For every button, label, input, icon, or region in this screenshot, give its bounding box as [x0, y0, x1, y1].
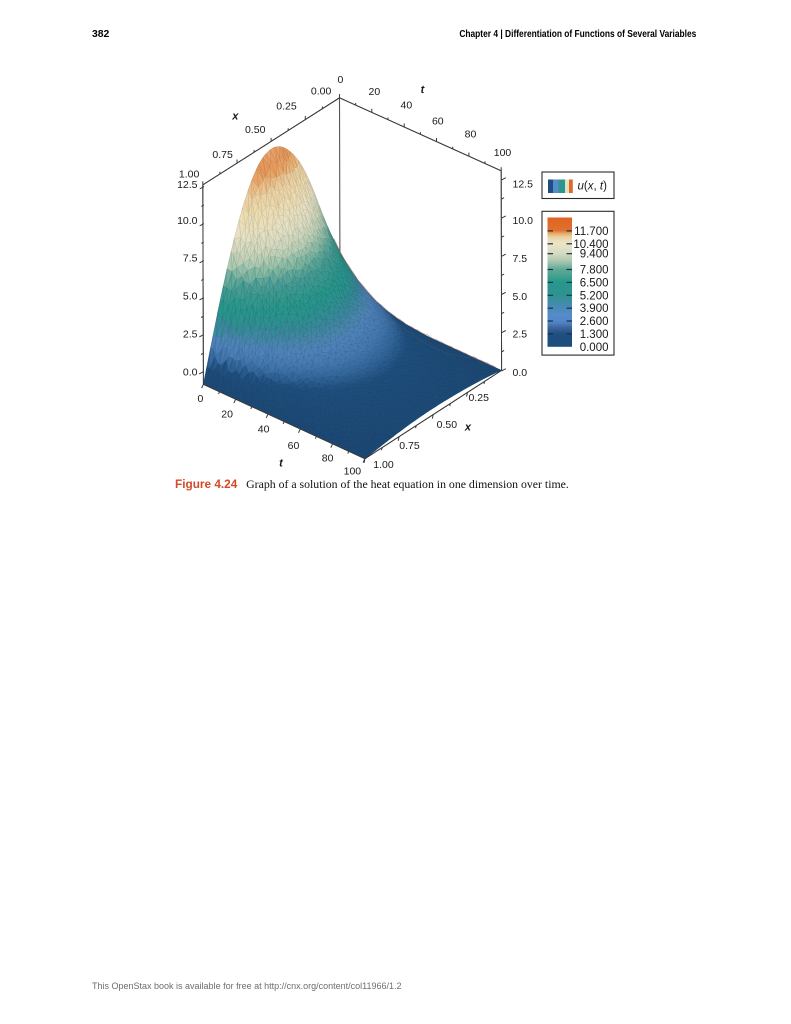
svg-text:10.0: 10.0: [177, 215, 198, 227]
svg-text:12.5: 12.5: [513, 178, 534, 190]
svg-text:0.50: 0.50: [245, 124, 266, 136]
svg-text:0.0: 0.0: [513, 367, 528, 379]
svg-text:12.5: 12.5: [177, 179, 198, 191]
svg-text:11.700: 11.700: [574, 226, 608, 238]
svg-text:0.50: 0.50: [437, 419, 458, 431]
svg-text:t: t: [279, 458, 284, 470]
svg-text:5.200: 5.200: [580, 290, 609, 302]
svg-text:6.500: 6.500: [580, 277, 609, 289]
svg-text:1.00: 1.00: [373, 459, 394, 471]
svg-text:80: 80: [322, 453, 334, 465]
svg-text:7.800: 7.800: [580, 265, 609, 277]
svg-text:0.000: 0.000: [580, 342, 609, 354]
svg-text:u(x, t): u(x, t): [578, 180, 608, 192]
svg-text:2.5: 2.5: [513, 328, 528, 340]
svg-text:0.75: 0.75: [212, 149, 233, 161]
svg-text:20: 20: [221, 409, 233, 421]
svg-text:10.0: 10.0: [513, 215, 534, 227]
svg-text:0.0: 0.0: [183, 367, 198, 379]
svg-text:2.600: 2.600: [580, 316, 609, 328]
svg-text:7.5: 7.5: [513, 253, 528, 265]
svg-text:0: 0: [197, 393, 203, 405]
svg-text:40: 40: [258, 424, 270, 436]
svg-text:5.0: 5.0: [513, 291, 528, 303]
svg-text:20: 20: [369, 86, 381, 98]
svg-text:80: 80: [465, 128, 477, 140]
svg-text:9.400: 9.400: [580, 249, 609, 261]
svg-text:0.25: 0.25: [468, 392, 489, 404]
svg-text:0.00: 0.00: [311, 86, 332, 98]
svg-text:0.25: 0.25: [276, 100, 297, 112]
svg-text:3.900: 3.900: [580, 303, 609, 315]
svg-text:0: 0: [337, 74, 343, 86]
svg-text:1.300: 1.300: [580, 329, 609, 341]
svg-text:0.75: 0.75: [399, 440, 420, 452]
svg-text:60: 60: [432, 115, 444, 127]
svg-text:10.400: 10.400: [573, 239, 608, 251]
svg-text:60: 60: [288, 440, 300, 452]
svg-text:40: 40: [401, 100, 413, 112]
svg-text:1.00: 1.00: [179, 169, 200, 181]
svg-text:5.0: 5.0: [183, 290, 198, 302]
svg-text:100: 100: [494, 147, 512, 159]
svg-text:x: x: [231, 110, 239, 122]
svg-text:2.5: 2.5: [183, 328, 198, 340]
svg-text:100: 100: [344, 466, 362, 478]
svg-text:x: x: [464, 421, 472, 433]
svg-text:t: t: [421, 84, 426, 96]
svg-text:7.5: 7.5: [183, 252, 198, 264]
